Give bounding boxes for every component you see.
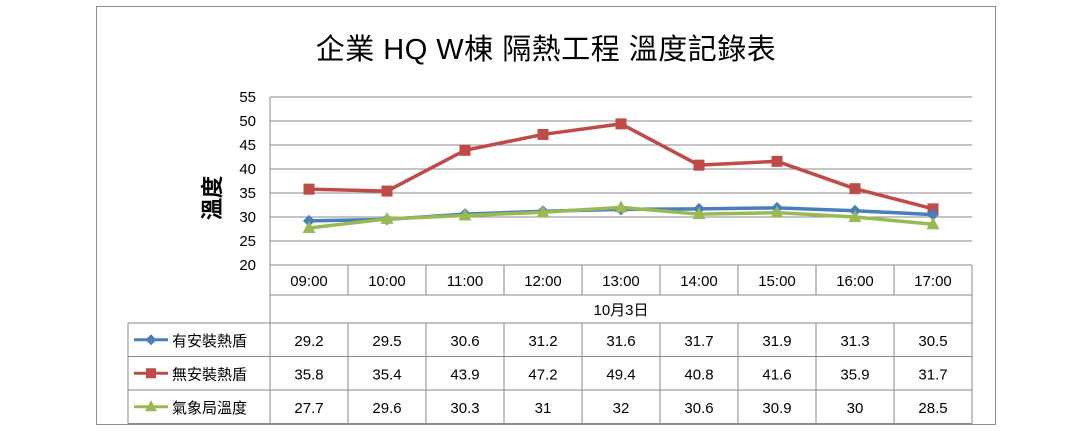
grid-lines <box>269 96 972 266</box>
x-tick-label: 17:00 <box>914 273 952 290</box>
y-tick-label: 45 <box>239 137 256 154</box>
data-cell: 41.6 <box>762 366 791 383</box>
y-tick-label: 20 <box>239 257 256 274</box>
data-cell: 32 <box>613 400 630 417</box>
data-point <box>849 183 861 195</box>
y-tick-label: 30 <box>239 209 256 226</box>
legend-label: 有安裝熱盾 <box>172 333 247 350</box>
data-point <box>771 155 783 167</box>
data-point <box>848 210 862 222</box>
series-lines <box>302 118 940 234</box>
data-point <box>693 159 705 171</box>
legend-label: 無安裝熱盾 <box>172 366 247 383</box>
legend-marker <box>145 400 157 412</box>
data-cell: 30.9 <box>762 400 791 417</box>
legend-marker <box>146 368 156 379</box>
data-cell: 31.9 <box>762 333 791 350</box>
x-tick-label: 10:00 <box>368 273 406 290</box>
data-cell: 47.2 <box>528 366 557 383</box>
data-cell: 35.8 <box>294 366 323 383</box>
series-line <box>308 122 934 211</box>
data-cell: 27.7 <box>294 400 323 417</box>
y-tick-label: 40 <box>239 161 256 178</box>
x-tick-label: 15:00 <box>758 273 796 290</box>
data-cell: 31 <box>535 400 552 417</box>
data-point <box>927 208 939 221</box>
y-tick-label: 35 <box>239 185 256 202</box>
data-point <box>770 205 784 218</box>
x-tick-label: 09:00 <box>290 273 328 290</box>
data-cell: 31.3 <box>840 333 869 350</box>
chart-title: 企業 HQ W棟 隔熱工程 溫度記錄表 <box>315 34 777 66</box>
data-cell: 31.7 <box>918 366 947 383</box>
x-tick-label: 13:00 <box>602 273 640 290</box>
y-tick-labels: 20 25 30 35 40 45 50 55 <box>239 89 256 274</box>
data-point <box>926 217 940 230</box>
data-cell: 29.2 <box>294 333 323 350</box>
data-point <box>380 211 394 224</box>
legend-marker <box>145 334 157 346</box>
x-tick-label: 14:00 <box>680 273 718 290</box>
data-point <box>692 207 706 220</box>
x-axis-label: 10月3日 <box>593 302 648 319</box>
data-cell: 35.4 <box>372 366 401 383</box>
chart-frame <box>96 6 996 425</box>
data-cell: 29.6 <box>372 400 401 417</box>
data-point <box>458 208 472 221</box>
data-cell: 35.9 <box>840 366 869 383</box>
data-point <box>536 205 550 218</box>
data-cell: 30.3 <box>450 400 479 417</box>
data-cell: 40.8 <box>684 366 713 383</box>
x-tick-label: 11:00 <box>447 273 483 290</box>
data-cell: 30 <box>847 400 864 417</box>
data-point <box>381 185 393 197</box>
x-tick-label: 16:00 <box>836 273 874 290</box>
data-cell: 30.6 <box>684 400 713 417</box>
data-point <box>537 128 549 140</box>
data-cell: 30.5 <box>918 333 947 350</box>
data-cell: 43.9 <box>450 366 479 383</box>
data-table: 09:00 10:00 11:00 12:00 13:00 14:00 15:00 16:00… <box>127 265 973 424</box>
data-point <box>303 214 315 227</box>
data-cell: 31.7 <box>684 333 713 350</box>
data-point <box>303 183 315 195</box>
y-tick-label: 25 <box>239 233 256 250</box>
data-point <box>614 200 628 213</box>
data-cell: 31.6 <box>606 333 635 350</box>
data-cell: 31.2 <box>528 333 557 350</box>
legend-label: 氣象局溫度 <box>172 400 247 417</box>
data-point <box>615 118 627 130</box>
y-axis-label: 溫度 <box>200 175 225 220</box>
data-point <box>459 144 471 156</box>
data-cell: 30.6 <box>450 333 479 350</box>
y-tick-label: 55 <box>239 89 256 106</box>
y-tick-label: 50 <box>239 113 256 130</box>
data-cell: 49.4 <box>606 366 635 383</box>
data-cell: 29.5 <box>372 333 401 350</box>
data-point <box>302 221 316 234</box>
data-cell: 28.5 <box>918 400 947 417</box>
x-tick-label: 12:00 <box>524 273 562 290</box>
